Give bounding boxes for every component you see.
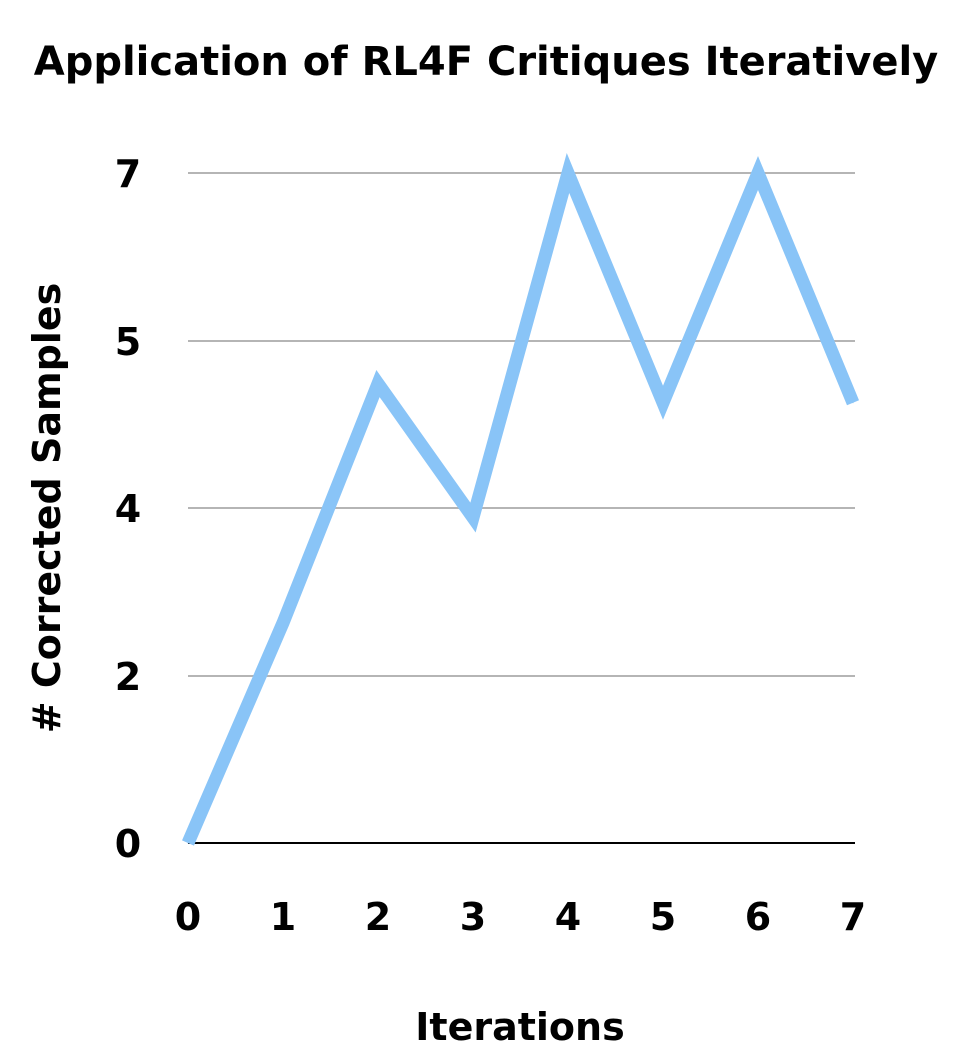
data-point bbox=[757, 172, 759, 174]
x-tick-label: 4 bbox=[555, 895, 581, 939]
y-axis-label: # Corrected Samples bbox=[25, 283, 69, 733]
y-tick-label: 7 bbox=[115, 152, 141, 196]
x-tick-label: 1 bbox=[270, 895, 296, 939]
y-axis-ticks: 0 2 4 5 7 bbox=[115, 152, 141, 866]
y-tick-label: 2 bbox=[115, 655, 141, 699]
data-point bbox=[567, 172, 569, 174]
x-tick-label: 7 bbox=[840, 895, 866, 939]
series-layer bbox=[182, 153, 860, 846]
x-axis-label: Iterations bbox=[415, 1005, 624, 1049]
y-tick-label: 5 bbox=[115, 320, 141, 364]
x-tick-label: 2 bbox=[365, 895, 391, 939]
data-point bbox=[377, 383, 379, 385]
data-point bbox=[282, 622, 284, 624]
data-point bbox=[662, 402, 664, 404]
x-tick-label: 5 bbox=[650, 895, 676, 939]
x-tick-label: 0 bbox=[175, 895, 201, 939]
data-point bbox=[472, 517, 474, 519]
y-tick-label: 0 bbox=[115, 822, 141, 866]
x-tick-label: 6 bbox=[745, 895, 771, 939]
x-tick-label: 3 bbox=[460, 895, 486, 939]
chart-title: Application of RL4F Critiques Iterativel… bbox=[34, 39, 939, 85]
x-axis-ticks: 0 1 2 3 4 5 6 7 bbox=[175, 895, 866, 939]
gridlines bbox=[188, 172, 855, 844]
y-tick-label: 4 bbox=[115, 487, 141, 531]
data-point bbox=[187, 842, 189, 844]
data-point bbox=[852, 402, 854, 404]
series-line bbox=[182, 153, 860, 846]
